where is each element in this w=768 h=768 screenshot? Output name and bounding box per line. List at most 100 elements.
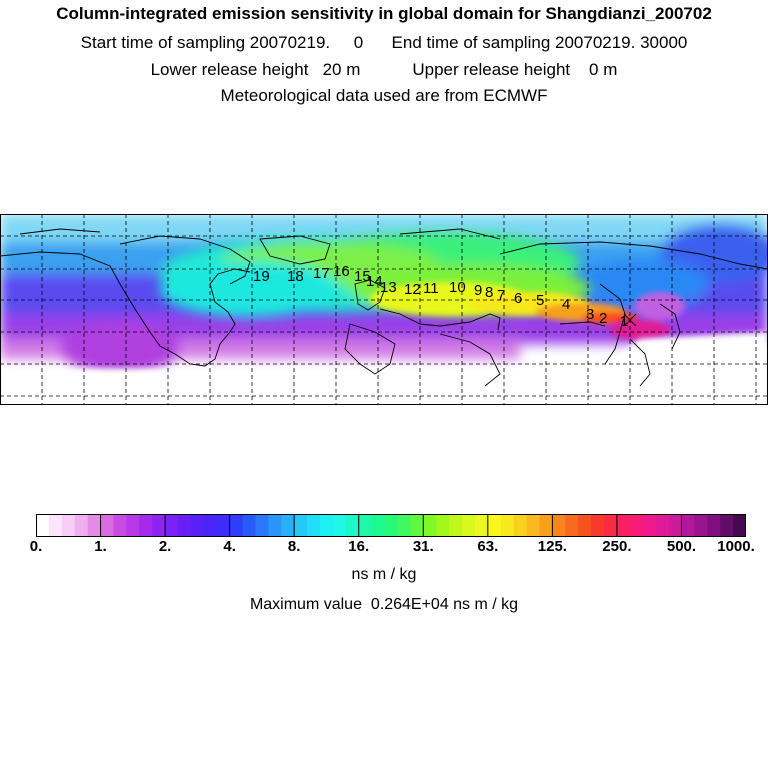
colorbar-cell bbox=[242, 514, 257, 537]
trajectory-marker-6: 6 bbox=[514, 290, 522, 307]
trajectory-marker-10: 10 bbox=[449, 279, 466, 296]
colorbar-cell bbox=[61, 514, 76, 537]
colorbar-cell bbox=[126, 514, 140, 537]
trajectory-marker-12: 12 bbox=[404, 281, 421, 298]
met-data-line: Meteorological data used are from ECMWF bbox=[220, 86, 548, 105]
colorbar-tick-label: 63. bbox=[477, 538, 499, 555]
trajectory-marker-15: 15 bbox=[354, 268, 371, 285]
colorbar-tick-label: 31. bbox=[412, 538, 434, 555]
trajectory-marker-2: 2 bbox=[599, 310, 607, 327]
colorbar-cell bbox=[397, 514, 411, 537]
trajectory-marker-9: 9 bbox=[474, 282, 482, 299]
colorbar-cell bbox=[423, 514, 437, 537]
colorbar-cell bbox=[358, 514, 373, 537]
colorbar-units: ns m / kg bbox=[351, 566, 417, 583]
colorbar-cell bbox=[229, 514, 244, 537]
colorbar-cell bbox=[616, 514, 631, 537]
colorbar-cell bbox=[668, 514, 683, 537]
trajectory-marker-5: 5 bbox=[536, 292, 544, 309]
colorbar-cell bbox=[165, 514, 179, 537]
colorbar-tick-label: 125. bbox=[537, 538, 567, 555]
colorbar-cell bbox=[552, 514, 566, 537]
trajectory-markers: 1 2 3 4 5 6 7 8 9 10 11 12 13 14 15 16 1… bbox=[253, 263, 628, 330]
colorbar-cell bbox=[152, 514, 166, 537]
colorbar-tick-label: 250. bbox=[602, 538, 632, 555]
colorbar-cell bbox=[487, 514, 502, 537]
trajectory-marker-8: 8 bbox=[485, 284, 493, 301]
trajectory-marker-17: 17 bbox=[313, 265, 330, 282]
trajectory-marker-14: 14 bbox=[366, 273, 383, 290]
colorbar-frame bbox=[36, 514, 746, 537]
trajectory-marker-4: 4 bbox=[562, 296, 570, 313]
trajectory-marker-3: 3 bbox=[586, 306, 594, 323]
colorbar-cell bbox=[281, 514, 295, 537]
sensitivity-field: 1 2 3 4 5 6 7 8 9 10 11 12 13 14 15 16 1… bbox=[0, 214, 768, 405]
colorbar-cell bbox=[500, 514, 515, 537]
colorbar-cell bbox=[436, 514, 450, 537]
colorbar-cell bbox=[113, 514, 127, 537]
colorbar-cell bbox=[74, 514, 89, 537]
colorbar-cell bbox=[345, 514, 360, 537]
colorbar-cell bbox=[216, 514, 231, 537]
colorbar-cell bbox=[178, 514, 192, 537]
maximum-value-text: Maximum value 0.264E+04 ns m / kg bbox=[249, 596, 519, 613]
colorbar-tick-labels: 0. 1. 2. 4. 8. 16. 31. 63. 125. 250. 500. 1000. bbox=[0, 538, 768, 558]
colorbar-cell bbox=[332, 514, 347, 537]
colorbar-cell bbox=[371, 514, 386, 537]
colorbar-cell bbox=[681, 514, 695, 537]
colorbar-cell bbox=[526, 514, 541, 537]
colorbar-tick-label: 1000. bbox=[717, 538, 755, 555]
colorbar-cell bbox=[642, 514, 657, 537]
colorbar-cell bbox=[87, 514, 102, 537]
colorbar-cell bbox=[294, 514, 308, 537]
colorbar-cell bbox=[513, 514, 528, 537]
colorbar-cell bbox=[100, 514, 115, 537]
colorbar-cell bbox=[694, 514, 708, 537]
colorbar-tick-label: 4. bbox=[223, 538, 236, 555]
trajectory-marker-7: 7 bbox=[497, 287, 505, 304]
lat-lon-grid bbox=[0, 214, 768, 405]
colorbar-tick-label: 1. bbox=[94, 538, 107, 555]
colorbar-cell bbox=[474, 514, 489, 537]
colorbar-cell bbox=[539, 514, 553, 537]
colorbar-tick-label: 0. bbox=[29, 538, 43, 555]
plot-title: Column-integrated emission sensitivity i… bbox=[56, 4, 712, 23]
colorbar-cell bbox=[190, 514, 205, 537]
colorbar-cell bbox=[48, 514, 63, 537]
colorbar-cell bbox=[410, 514, 424, 537]
colorbar-cell bbox=[203, 514, 218, 537]
colorbar-cell bbox=[36, 514, 50, 537]
trajectory-marker-1: 1 bbox=[620, 313, 628, 330]
colorbar-cell bbox=[268, 514, 282, 537]
colorbar-cell bbox=[449, 514, 463, 537]
colorbar-cell bbox=[604, 514, 618, 537]
colorbar-cell bbox=[307, 514, 321, 537]
colorbar-cell bbox=[629, 514, 644, 537]
emission-sensitivity-map: 1 2 3 4 5 6 7 8 9 10 11 12 13 14 15 16 1… bbox=[0, 214, 768, 405]
colorbar-cell bbox=[384, 514, 399, 537]
colorbar-cell bbox=[578, 514, 592, 537]
colorbar-cell bbox=[655, 514, 670, 537]
release-height-line: Lower release height 20 m Upper release … bbox=[150, 60, 618, 79]
colorbar-cell bbox=[139, 514, 153, 537]
colorbar-cell bbox=[320, 514, 334, 537]
colorbar-cell bbox=[733, 514, 746, 537]
trajectory-marker-16: 16 bbox=[333, 263, 350, 280]
trajectory-marker-13: 13 bbox=[380, 279, 397, 296]
trajectory-marker-18: 18 bbox=[287, 268, 304, 285]
colorbar-cell bbox=[565, 514, 579, 537]
receptor-site-icon bbox=[623, 313, 637, 327]
colorbar-tick-label: 2. bbox=[158, 538, 172, 555]
colorbar-cell bbox=[462, 514, 476, 537]
sampling-time-line: Start time of sampling 20070219. 0 End t… bbox=[80, 33, 688, 52]
trajectory-marker-19: 19 bbox=[253, 268, 270, 285]
colorbar-tick-label: 16. bbox=[348, 538, 370, 555]
colorbar-cell bbox=[591, 514, 605, 537]
colorbar bbox=[36, 514, 746, 537]
colorbar-cell bbox=[720, 514, 734, 537]
trajectory-marker-11: 11 bbox=[423, 280, 439, 297]
colorbar-cell bbox=[255, 514, 269, 537]
colorbar-tick-label: 500. bbox=[666, 538, 697, 555]
colorbar-tick-label: 8. bbox=[287, 538, 301, 555]
colorbar-cell bbox=[707, 514, 721, 537]
